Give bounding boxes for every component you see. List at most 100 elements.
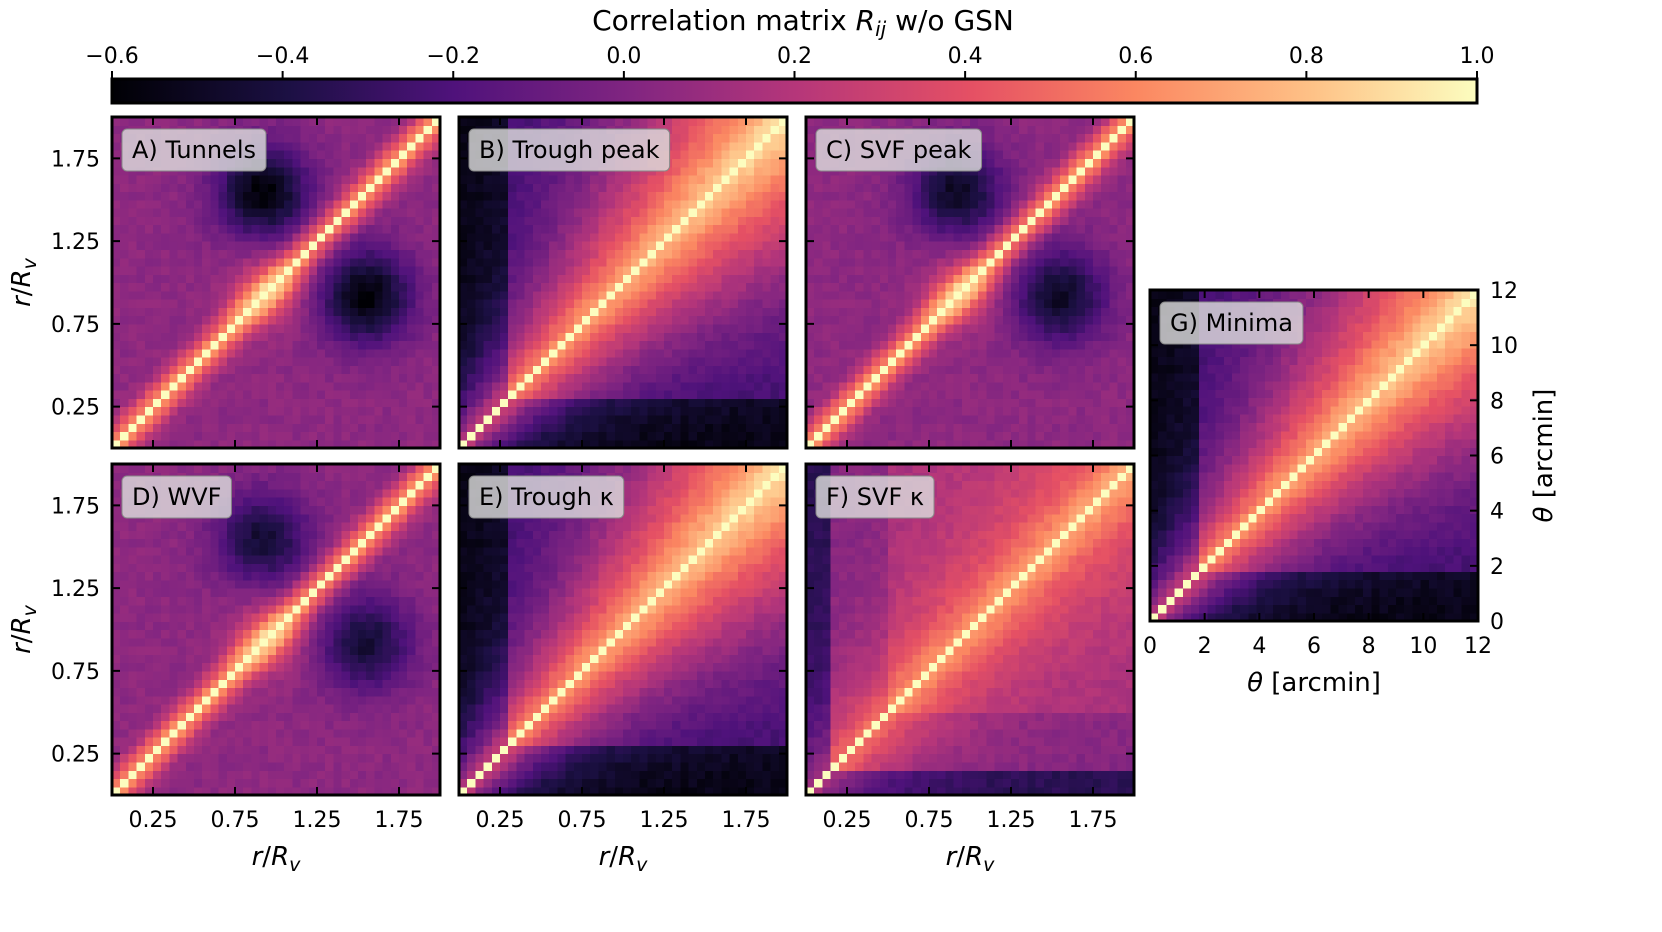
- heatmap-cell: [358, 439, 367, 449]
- heatmap-cell: [770, 390, 780, 399]
- heatmap-cell: [1052, 133, 1061, 143]
- heatmap-cell: [1117, 274, 1127, 284]
- heatmap-cell: [284, 208, 293, 217]
- heatmap-cell: [814, 174, 823, 184]
- heatmap-cell: [1043, 323, 1053, 333]
- heatmap-cell: [994, 191, 1004, 201]
- heatmap-cell: [746, 257, 755, 267]
- heatmap-cell: [120, 166, 129, 176]
- heatmap-cell: [994, 439, 1004, 449]
- heatmap-cell: [1084, 340, 1094, 350]
- heatmap-cell: [161, 373, 170, 383]
- heatmap-cell: [243, 257, 252, 267]
- heatmap-cell: [136, 216, 146, 226]
- heatmap-cell: [128, 621, 138, 631]
- heatmap-cell: [664, 191, 673, 201]
- heatmap-cell: [814, 390, 823, 399]
- heatmap-cell: [317, 133, 326, 143]
- heatmap-cell: [1052, 232, 1061, 242]
- heatmap-cell: [475, 232, 485, 242]
- heatmap-cell: [120, 323, 129, 333]
- heatmap-cell: [1043, 224, 1053, 234]
- heatmap-cell: [128, 695, 138, 705]
- heatmap-cell: [838, 117, 848, 126]
- heatmap-cell: [838, 249, 848, 259]
- heatmap-cell: [235, 183, 244, 193]
- heatmap-cell: [680, 307, 690, 317]
- heatmap-cell: [251, 257, 261, 267]
- heatmap-cell: [399, 158, 408, 168]
- heatmap-cell: [762, 274, 772, 284]
- heatmap-cell: [855, 439, 864, 449]
- heatmap-cell: [912, 390, 922, 399]
- heatmap-cell: [276, 348, 285, 358]
- heatmap-cell: [838, 315, 848, 325]
- heatmap-cell: [136, 290, 146, 300]
- heatmap-cell: [202, 232, 211, 242]
- heatmap-cell: [696, 315, 706, 325]
- heatmap-cell: [325, 125, 334, 135]
- heatmap-cell: [169, 183, 179, 193]
- heatmap-cell: [920, 373, 930, 383]
- heatmap-cell: [1101, 199, 1110, 209]
- y-tick-label: 0.75: [51, 313, 100, 338]
- heatmap-cell: [300, 141, 310, 151]
- heatmap-cell: [1052, 191, 1061, 201]
- heatmap-cell: [1101, 332, 1110, 342]
- heatmap-cell: [986, 117, 996, 126]
- heatmap-cell: [112, 141, 121, 151]
- heatmap-cell: [664, 257, 673, 267]
- heatmap-cell: [623, 307, 632, 317]
- heatmap-cell: [267, 216, 277, 226]
- heatmap-cell: [680, 183, 690, 193]
- heatmap-cell: [185, 232, 195, 242]
- heatmap-cell: [300, 265, 310, 275]
- heatmap-cell: [830, 307, 840, 317]
- heatmap-cell: [953, 323, 963, 333]
- heatmap-cell: [912, 365, 922, 375]
- heatmap-cell: [871, 431, 881, 441]
- heatmap-cell: [920, 332, 930, 342]
- heatmap-cell: [631, 224, 640, 234]
- heatmap-cell: [1027, 232, 1037, 242]
- heatmap-cell: [500, 183, 509, 193]
- heatmap-cell: [705, 323, 714, 333]
- heatmap-cell: [705, 348, 714, 358]
- heatmap-cell: [598, 365, 608, 375]
- heatmap-cell: [524, 390, 534, 399]
- heatmap-cell: [292, 299, 302, 308]
- heatmap-cell: [128, 737, 138, 746]
- heatmap-cell: [325, 257, 334, 267]
- heatmap-cell: [688, 348, 698, 358]
- heatmap-cell: [1052, 323, 1061, 333]
- heatmap-cell: [1084, 299, 1094, 308]
- heatmap-cell: [218, 406, 228, 416]
- heatmap-cell: [508, 365, 517, 375]
- heatmap-cell: [500, 414, 509, 424]
- heatmap-cell: [721, 315, 731, 325]
- heatmap-cell: [879, 265, 889, 275]
- heatmap-cell: [680, 439, 690, 449]
- heatmap-cell: [871, 290, 881, 300]
- heatmap-cell: [161, 232, 170, 242]
- heatmap-cell: [358, 174, 367, 184]
- heatmap-cell: [333, 141, 343, 151]
- heatmap-cell: [557, 265, 567, 275]
- heatmap-cell: [1043, 191, 1053, 201]
- heatmap-cell: [491, 431, 501, 441]
- heatmap-cell: [153, 307, 162, 317]
- heatmap-cell: [459, 340, 468, 350]
- heatmap-cell: [590, 290, 599, 300]
- heatmap-cell: [500, 365, 509, 375]
- heatmap-cell: [1060, 125, 1069, 135]
- heatmap-cell: [349, 414, 359, 424]
- heatmap-cell: [308, 232, 318, 242]
- heatmap-cell: [267, 191, 277, 201]
- heatmap-cell: [267, 315, 277, 325]
- heatmap-cell: [1109, 390, 1119, 399]
- heatmap-cell: [358, 183, 367, 193]
- heatmap-cell: [778, 332, 788, 342]
- heatmap-cell: [1125, 431, 1135, 441]
- heatmap-cell: [970, 323, 979, 333]
- heatmap-cell: [912, 117, 922, 126]
